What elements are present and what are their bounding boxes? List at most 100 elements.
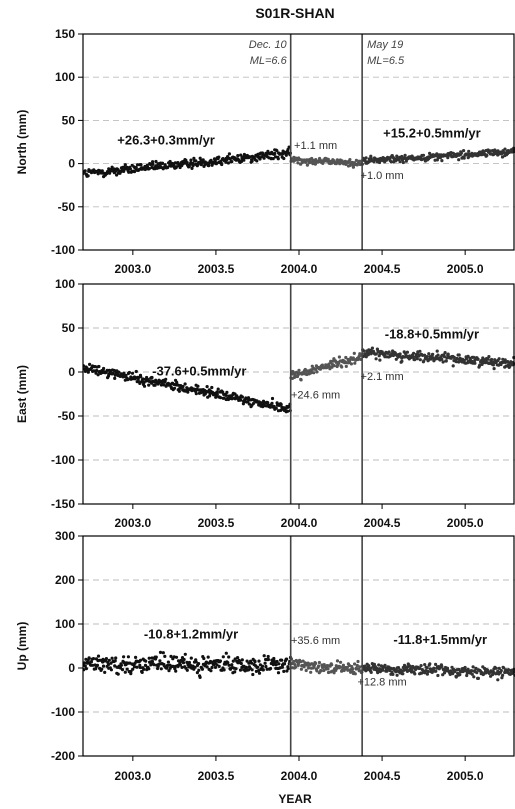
- data-point: [457, 360, 461, 364]
- data-point: [474, 667, 478, 671]
- data-point: [230, 663, 234, 667]
- data-point: [440, 357, 444, 361]
- data-point: [205, 665, 209, 669]
- x-tick-label: 2005.0: [447, 516, 484, 530]
- data-point: [317, 664, 321, 668]
- data-point: [431, 352, 435, 356]
- data-point: [351, 165, 355, 169]
- data-point: [134, 369, 138, 374]
- data-point: [398, 352, 402, 356]
- y-tick-label: -100: [51, 243, 75, 257]
- y-tick-label: -100: [51, 453, 75, 467]
- data-point: [401, 160, 405, 165]
- data-point: [91, 657, 96, 661]
- data-point: [459, 151, 463, 155]
- data-point: [88, 362, 92, 366]
- data-point: [322, 159, 326, 163]
- data-point: [226, 161, 230, 165]
- data-point: [202, 656, 206, 661]
- data-point: [138, 665, 142, 670]
- data-point: [440, 664, 444, 669]
- x-tick-label: 2005.0: [447, 769, 484, 783]
- data-point: [486, 357, 490, 361]
- data-point: [147, 667, 151, 671]
- data-point: [215, 392, 219, 396]
- data-point: [224, 393, 228, 397]
- data-point: [357, 159, 361, 163]
- data-point: [174, 165, 178, 169]
- data-point: [245, 659, 249, 663]
- data-point: [96, 172, 100, 176]
- data-point: [165, 663, 170, 668]
- data-point: [286, 409, 290, 413]
- data-point: [200, 667, 204, 671]
- data-point: [305, 163, 309, 167]
- data-point: [285, 657, 289, 661]
- data-point: [255, 159, 259, 163]
- data-point: [213, 158, 217, 162]
- data-point: [213, 665, 218, 670]
- data-point: [111, 371, 115, 375]
- data-point: [349, 362, 353, 366]
- data-point: [163, 654, 167, 659]
- data-point: [425, 355, 429, 359]
- data-point: [501, 673, 505, 678]
- data-point: [186, 390, 190, 394]
- data-point: [174, 669, 178, 673]
- data-point: [253, 660, 257, 664]
- data-point: [272, 656, 276, 661]
- data-point: [341, 663, 345, 667]
- data-point: [472, 675, 476, 679]
- data-point: [318, 367, 322, 371]
- data-point: [207, 164, 211, 168]
- data-point: [109, 668, 113, 672]
- data-point: [217, 664, 221, 669]
- data-point: [332, 364, 336, 368]
- data-point: [154, 655, 158, 659]
- data-point: [378, 358, 382, 362]
- data-point: [132, 665, 137, 669]
- coseismic-offset-label: +24.6 mm: [291, 389, 340, 401]
- chart-title: S01R-SHAN: [255, 5, 334, 21]
- data-point: [322, 668, 326, 673]
- y-tick-label: 300: [55, 529, 75, 543]
- data-point: [395, 673, 399, 677]
- data-point: [394, 357, 398, 361]
- data-point: [326, 667, 330, 671]
- data-point: [391, 672, 395, 677]
- data-point: [389, 160, 393, 164]
- data-point: [189, 158, 193, 162]
- data-point: [112, 368, 116, 373]
- data-point: [413, 358, 417, 362]
- data-point: [226, 661, 230, 665]
- data-point: [364, 156, 368, 160]
- data-point: [134, 655, 138, 660]
- y-tick-label: 0: [68, 365, 75, 379]
- y-tick-label: -50: [58, 409, 76, 423]
- data-point: [412, 351, 416, 355]
- data-point: [147, 383, 151, 387]
- data-point: [366, 353, 370, 357]
- data-point: [138, 658, 143, 662]
- data-point: [95, 368, 99, 373]
- data-point: [239, 661, 243, 666]
- data-point: [428, 662, 432, 666]
- data-point: [198, 675, 202, 680]
- data-point: [443, 351, 447, 355]
- data-point: [158, 659, 162, 663]
- data-point: [166, 165, 170, 170]
- velocity-rate-label: -10.8+1.2mm/yr: [144, 627, 238, 642]
- data-point: [104, 657, 108, 661]
- data-point: [187, 660, 191, 665]
- data-point: [490, 357, 494, 362]
- data-point: [242, 158, 246, 162]
- data-point: [487, 355, 491, 359]
- data-point: [442, 355, 446, 359]
- data-point: [462, 156, 466, 160]
- data-point: [241, 402, 245, 406]
- data-point: [135, 665, 139, 669]
- data-point: [497, 357, 501, 361]
- data-point: [206, 655, 210, 659]
- data-point: [131, 667, 135, 671]
- data-point: [141, 377, 145, 381]
